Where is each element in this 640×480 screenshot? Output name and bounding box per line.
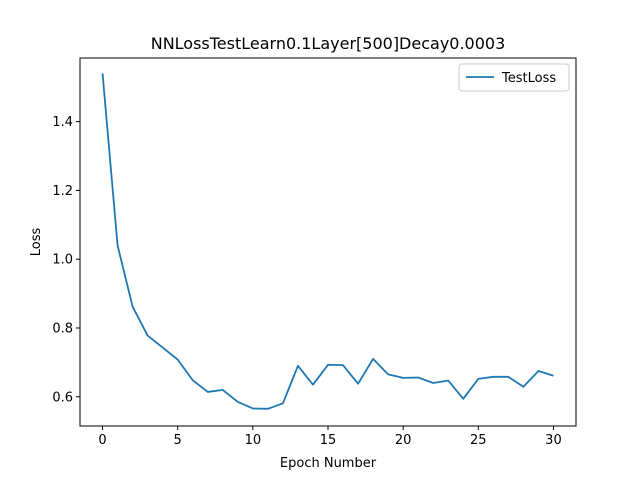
y-tick-label: 0.8 [52,321,73,336]
series-line-testloss [101,73,554,410]
x-axis: 0 5 10 15 20 25 30 [98,426,562,448]
x-tick-label: 0 [98,433,106,448]
plot-frame [79,57,577,427]
legend-label-testloss: TestLoss [501,71,556,86]
y-axis: 0.6 0.8 1.0 1.2 1.4 [52,115,80,405]
x-axis-label: Epoch Number [280,456,377,471]
y-tick-label: 1.4 [52,115,73,130]
chart-title: NNLossTestLearn0.1Layer[500]Decay0.0003 [151,34,506,53]
x-tick-label: 10 [245,433,262,448]
x-tick-label: 5 [174,433,182,448]
legend-box [458,63,570,92]
y-tick-label: 1.2 [52,184,73,199]
x-tick-label: 25 [470,433,487,448]
x-tick-label: 30 [545,433,562,448]
legend: TestLoss [458,63,570,92]
y-tick-label: 1.0 [52,253,73,268]
x-tick-label: 20 [395,433,412,448]
x-tick-label: 15 [320,433,337,448]
y-tick-label: 0.6 [52,390,73,405]
y-axis-label: Loss [29,228,44,257]
